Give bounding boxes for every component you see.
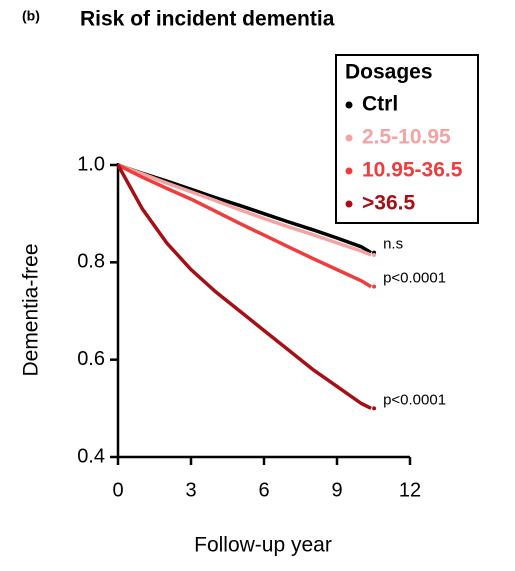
x-axis-label: Follow-up year [194, 534, 332, 557]
y-tick-label: 0.6 [77, 348, 105, 370]
legend-label: 10.95-36.5 [362, 159, 463, 182]
panel-label: (b) [22, 8, 40, 24]
end-marker [372, 406, 377, 411]
legend-label: 2.5-10.95 [362, 126, 451, 149]
legend-label: Ctrl [362, 93, 398, 116]
chart-title: Risk of incident dementia [80, 8, 335, 31]
y-tick-label: 1.0 [77, 153, 105, 175]
x-tick-label: 3 [185, 479, 196, 501]
legend-box [335, 54, 479, 224]
legend-marker [345, 167, 353, 175]
annotation: n.s [383, 236, 403, 253]
y-axis-label: Dementia-free [20, 243, 43, 376]
x-tick-label: 0 [112, 479, 123, 501]
y-tick-label: 0.8 [77, 251, 105, 273]
end-marker [372, 253, 377, 258]
legend-marker [345, 101, 353, 109]
end-marker [372, 284, 377, 289]
y-tick-label: 0.4 [77, 445, 105, 467]
x-tick-label: 12 [399, 479, 421, 501]
annotation: p<0.0001 [383, 391, 446, 408]
legend-marker [345, 200, 353, 208]
series-line [117, 163, 372, 257]
x-tick-label: 9 [331, 479, 342, 501]
x-tick-label: 6 [258, 479, 269, 501]
legend-marker [345, 134, 353, 142]
legend-title: Dosages [345, 61, 433, 84]
series-line [117, 163, 373, 289]
series-line [116, 164, 372, 410]
legend-label: >36.5 [362, 192, 415, 215]
annotation: p<0.0001 [383, 270, 446, 287]
